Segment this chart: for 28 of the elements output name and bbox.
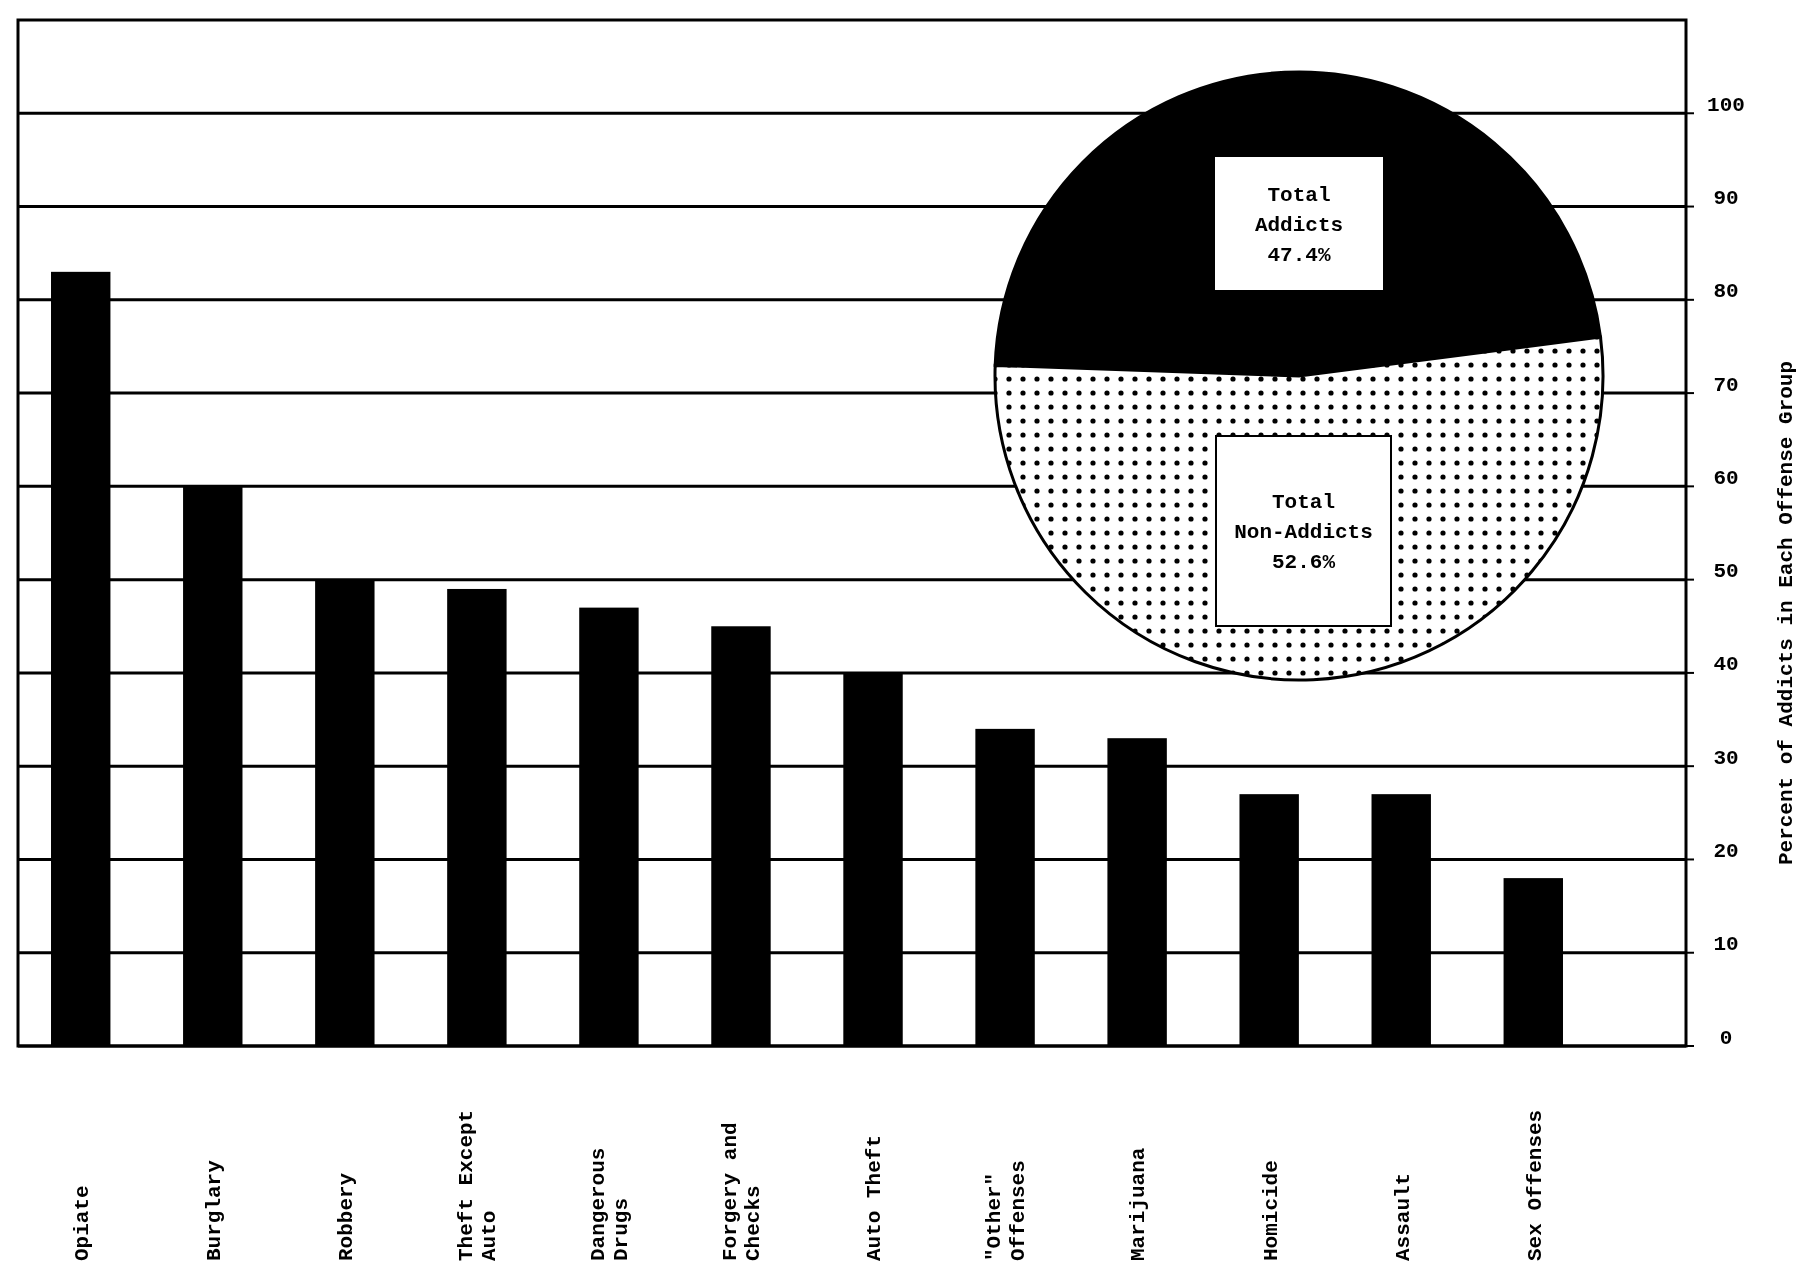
x-tick-label: Marijuana [1127, 1147, 1151, 1261]
x-tick-label: Theft Except Auto [455, 1109, 502, 1261]
y-tick-label: 70 [1713, 373, 1739, 397]
y-axis-title: Percent of Addicts in Each Offense Group [1775, 360, 1798, 866]
x-tick-label: Forgery and Checks [719, 1122, 766, 1261]
y-tick-label: 30 [1713, 746, 1739, 770]
slice-label: Total Addicts [1254, 183, 1344, 237]
y-tick-label: 10 [1713, 933, 1739, 957]
data-label: 47.4% [1267, 243, 1331, 267]
x-tick-label: Robbery [335, 1172, 359, 1261]
y-tick-label: 90 [1713, 187, 1739, 211]
y-tick-label: 60 [1713, 466, 1739, 490]
x-tick-label: Burglary [203, 1159, 227, 1261]
data-label: 52.6% [1271, 551, 1336, 575]
y-tick-label: 0 [1719, 1026, 1733, 1050]
y-tick-label: 100 [1707, 93, 1745, 117]
y-tick-label: 80 [1713, 280, 1739, 304]
x-tick-label: Sex Offenses [1523, 1109, 1547, 1261]
slice-label: Total Non-Addicts [1234, 491, 1373, 545]
x-tick-label: Dangerous Drugs [587, 1147, 634, 1261]
x-tick-label: Opiate [71, 1185, 95, 1261]
x-tick-label: Homicide [1259, 1160, 1283, 1261]
y-tick-label: 40 [1713, 653, 1739, 677]
x-tick-label: "Other" Offenses [983, 1160, 1030, 1261]
y-tick-label: 20 [1713, 840, 1739, 863]
x-tick-label: Assault [1391, 1172, 1415, 1261]
x-tick-label: Auto Theft [863, 1134, 887, 1261]
y-tick-label: 50 [1713, 560, 1739, 584]
